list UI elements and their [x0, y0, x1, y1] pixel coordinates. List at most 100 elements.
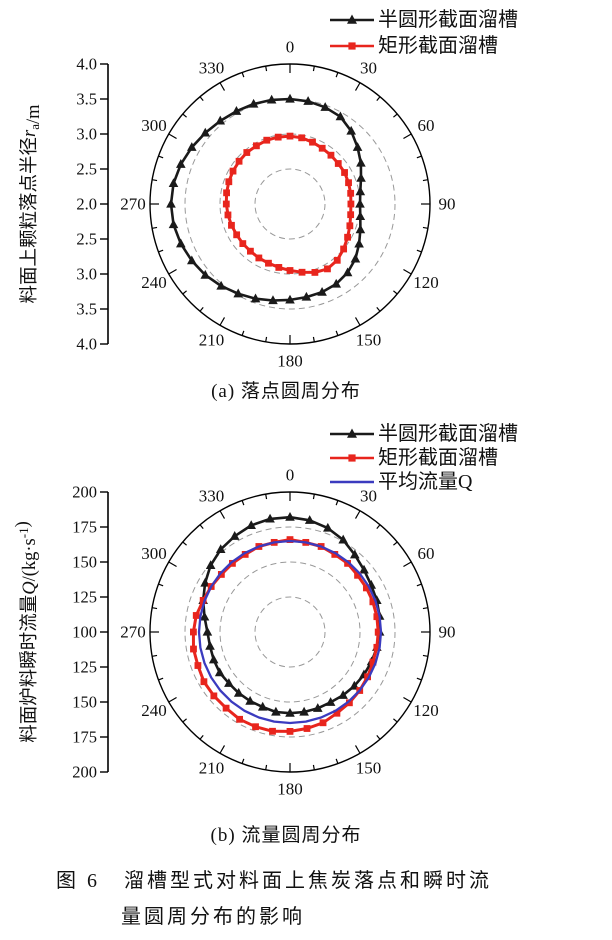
triangle-marker [233, 687, 244, 697]
legend-label: 半圆形截面溜槽 [378, 8, 518, 31]
square-marker [331, 551, 339, 558]
triangle-marker [301, 291, 312, 301]
triangle-marker [245, 695, 255, 705]
triangle-marker [320, 102, 330, 111]
angle-tick [335, 500, 339, 506]
polar-chart-drop-point-distribution: 0 30 60 90 120 150 180 210 240 270 300 330 4.0 3.5 3.0… [19, 8, 518, 371]
angle-label: 150 [356, 330, 382, 349]
triangle-marker [285, 708, 295, 717]
angle-tick [241, 330, 245, 336]
legend-label: 半圆形截面溜槽 [378, 422, 518, 445]
square-marker [362, 584, 370, 592]
angle-tick [219, 317, 226, 326]
angle-tick [158, 155, 164, 159]
angle-tick [199, 96, 204, 101]
angle-label: 330 [199, 59, 225, 78]
triangle-marker [338, 690, 348, 699]
legend-triangle-marker [347, 14, 357, 24]
angle-tick [422, 654, 428, 657]
square-marker [333, 709, 341, 717]
angle-tick [416, 583, 422, 587]
angle-label: 240 [141, 701, 167, 720]
triangle-marker [186, 142, 197, 151]
angle-tick [168, 696, 177, 703]
radial-tick-label: 200 [72, 483, 97, 502]
angle-tick [265, 764, 268, 770]
square-marker [311, 269, 319, 276]
angle-tick [199, 307, 204, 312]
triangle-marker [202, 626, 213, 636]
square-marker [354, 571, 361, 579]
square-marker [324, 265, 331, 273]
square-marker [269, 727, 276, 735]
angle-tick [199, 524, 204, 529]
triangle-marker [285, 512, 295, 521]
square-marker [345, 699, 353, 707]
angle-tick [335, 758, 339, 764]
angle-tick [416, 677, 422, 681]
triangle-marker [303, 96, 313, 105]
triangle-marker [231, 106, 242, 115]
angle-label: 300 [141, 544, 167, 563]
radial-tick-label: 175 [72, 518, 97, 537]
angle-label: 270 [120, 623, 146, 642]
square-marker [345, 179, 352, 187]
square-marker [340, 245, 348, 253]
square-marker [241, 551, 249, 558]
angle-tick [152, 654, 158, 657]
square-marker [334, 160, 342, 167]
triangle-marker [346, 125, 356, 135]
legend-label: 矩形截面溜槽 [378, 34, 498, 57]
square-marker [199, 596, 207, 604]
angle-tick [354, 745, 361, 754]
angle-tick [312, 494, 315, 500]
angle-tick [265, 336, 268, 342]
angle-label: 210 [199, 758, 225, 777]
square-marker [286, 728, 294, 735]
grid-circle [254, 168, 326, 240]
angle-tick [376, 735, 381, 740]
angle-tick [376, 96, 381, 101]
square-marker [252, 723, 259, 731]
grid-circle [254, 596, 326, 668]
angle-tick [312, 764, 315, 770]
square-marker [255, 254, 263, 262]
square-marker [309, 138, 316, 146]
square-marker [318, 144, 326, 152]
square-marker [347, 200, 355, 208]
triangle-marker [215, 544, 226, 554]
square-marker [364, 673, 371, 681]
square-marker [229, 167, 237, 175]
square-marker [286, 132, 294, 140]
triangle-marker [299, 706, 309, 716]
radial-axis-title: 料面上颗粒落点半径ra/m [19, 104, 44, 304]
square-marker [286, 267, 294, 274]
series-line-blue [197, 539, 383, 725]
radial-tick-label: 150 [72, 553, 97, 572]
square-marker [333, 256, 341, 264]
square-marker [303, 725, 311, 732]
square-marker [253, 142, 260, 150]
angle-label: 300 [141, 116, 167, 135]
triangle-marker [304, 515, 315, 524]
angle-tick [265, 494, 268, 500]
angle-tick [403, 561, 412, 568]
angle-tick [403, 268, 412, 275]
square-marker [235, 157, 243, 165]
angle-label: 210 [199, 330, 225, 349]
triangle-marker [356, 172, 366, 182]
radial-tick-label: 3.0 [76, 125, 97, 144]
square-marker [190, 628, 197, 636]
triangle-marker [317, 286, 327, 296]
square-marker [373, 613, 381, 621]
square-marker [229, 559, 236, 567]
radial-tick-label: 100 [72, 623, 97, 642]
angle-tick [312, 66, 315, 72]
triangle-marker [354, 238, 364, 248]
square-marker [233, 231, 241, 239]
legend-label: 矩形截面溜槽 [378, 446, 498, 469]
angle-tick [393, 113, 398, 118]
legend-label: 平均流量Q [378, 470, 473, 493]
triangle-marker [166, 198, 176, 208]
angle-tick [168, 133, 177, 140]
